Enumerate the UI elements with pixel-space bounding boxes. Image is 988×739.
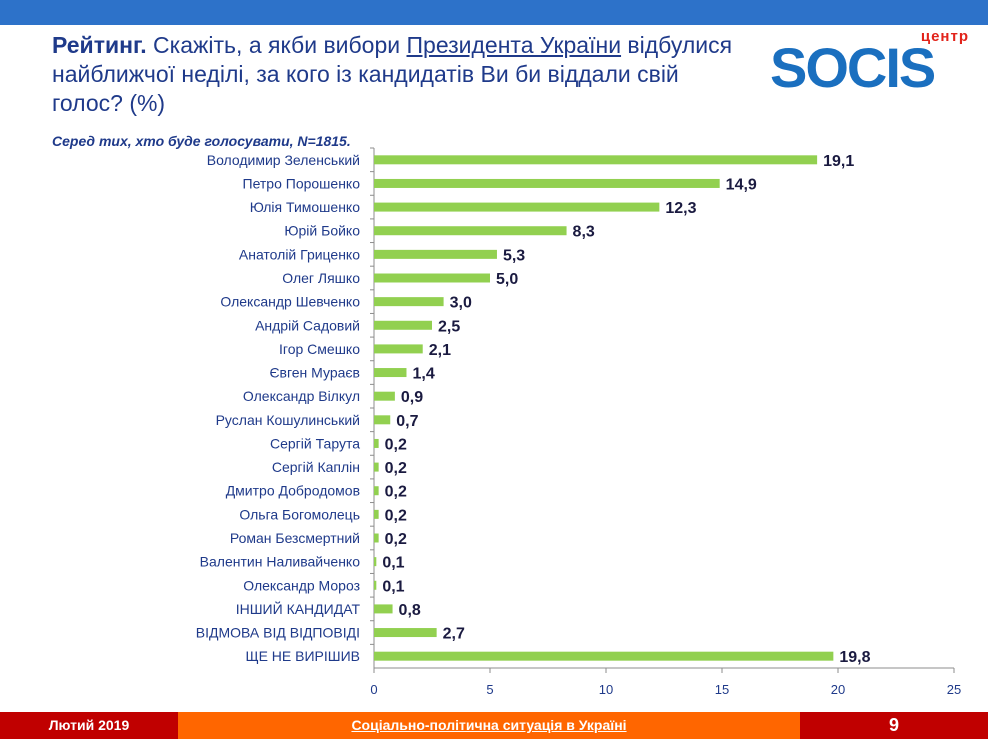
socis-logo: центр SOCIS: [770, 28, 975, 98]
value-label: 0,2: [385, 484, 407, 501]
value-label: 19,8: [839, 649, 870, 666]
value-label: 2,1: [429, 342, 451, 359]
category-label: Олег Ляшко: [282, 270, 360, 286]
category-label: Юлія Тимошенко: [250, 199, 360, 215]
value-label: 0,2: [385, 507, 407, 524]
bar: [374, 249, 497, 259]
bar: [374, 509, 379, 519]
category-label: Ігор Смешко: [279, 341, 360, 357]
chart-subtitle: Серед тих, хто буде голосувати, N=1815.: [52, 133, 351, 149]
bar: [374, 391, 395, 401]
value-label: 12,3: [665, 200, 696, 217]
value-label: 2,5: [438, 318, 460, 335]
value-label: 1,4: [412, 366, 434, 383]
category-label: Дмитро Добродомов: [226, 483, 360, 499]
value-label: 3,0: [450, 295, 472, 312]
value-label: 14,9: [726, 176, 757, 193]
category-label: Руслан Кошулинський: [216, 412, 360, 428]
bar: [374, 604, 393, 614]
value-label: 0,1: [382, 578, 404, 595]
value-label: 0,2: [385, 531, 407, 548]
x-tick-label: 10: [599, 682, 613, 697]
logo-word: SOCIS: [770, 36, 936, 99]
value-label: 0,9: [401, 389, 423, 406]
title-bold: Рейтинг.: [52, 32, 147, 58]
category-label: Євген Мураєв: [269, 365, 360, 381]
bar: [374, 320, 432, 330]
value-label: 19,1: [823, 153, 854, 170]
x-tick-label: 20: [831, 682, 845, 697]
bar: [374, 415, 391, 425]
x-tick-label: 25: [947, 682, 961, 697]
category-label: ІНШИЙ КАНДИДАТ: [236, 600, 361, 617]
value-label: 0,7: [396, 413, 418, 430]
x-tick-label: 5: [486, 682, 493, 697]
x-tick-label: 0: [370, 682, 377, 697]
category-label: Сергій Каплін: [272, 459, 360, 475]
category-label: Олександр Шевченко: [220, 294, 360, 310]
title-part-1: Скажіть, а якби вибори: [146, 32, 407, 58]
bar: [374, 344, 423, 354]
category-label: Анатолій Гриценко: [239, 246, 360, 262]
logo-small-text: центр: [920, 28, 969, 45]
value-label: 8,3: [573, 224, 595, 241]
category-label: Андрій Садовий: [255, 317, 360, 333]
footer: Лютий 2019 Соціально-політична ситуація …: [0, 712, 988, 739]
category-label: Ольга Богомолець: [239, 506, 360, 522]
bar: [374, 580, 377, 590]
category-label: Петро Порошенко: [243, 175, 361, 191]
top-accent-bar: [0, 0, 988, 25]
bar-chart: 0 5 10 15 20 25 Володимир Зеленський 19,1 Петро …: [196, 147, 961, 697]
footer-date: Лютий 2019: [0, 712, 178, 739]
bar: [374, 368, 407, 378]
category-label: Володимир Зеленський: [207, 152, 360, 168]
value-label: 5,0: [496, 271, 518, 288]
value-label: 0,1: [382, 555, 404, 572]
bar: [374, 297, 444, 307]
page-number: 9: [800, 712, 988, 739]
value-label: 0,2: [385, 436, 407, 453]
footer-title-link[interactable]: Соціально-політична ситуація в Україні: [178, 712, 800, 739]
bar: [374, 202, 660, 212]
slide-title: Рейтинг. Скажіть, а якби вибори Президен…: [52, 31, 752, 118]
bar: [374, 628, 437, 638]
category-label: Олександр Мороз: [243, 577, 360, 593]
bar: [374, 155, 818, 165]
bar: [374, 178, 720, 188]
category-label: Юрій Бойко: [284, 223, 360, 239]
bar: [374, 533, 379, 543]
bar: [374, 438, 379, 448]
category-label: ВІДМОВА ВІД ВІДПОВІДІ: [196, 625, 360, 641]
category-label: Валентин Наливайченко: [200, 554, 361, 570]
category-label: Роман Безсмертний: [230, 530, 360, 546]
bar: [374, 462, 379, 472]
category-label: Сергій Тарута: [270, 435, 360, 451]
bar: [374, 557, 377, 567]
title-part-2: відбулися найближчої неділі, за кого із …: [52, 32, 733, 116]
value-label: 0,2: [385, 460, 407, 477]
bar: [374, 486, 379, 496]
value-label: 2,7: [443, 626, 465, 643]
bar: [374, 273, 490, 283]
title-underlined: Президента України: [406, 32, 622, 58]
category-label: ЩЕ НЕ ВИРІШИВ: [245, 648, 360, 664]
bar: [374, 651, 834, 661]
value-label: 5,3: [503, 247, 525, 264]
x-tick-label: 15: [715, 682, 729, 697]
bar: [374, 226, 567, 236]
value-label: 0,8: [399, 602, 421, 619]
category-label: Олександр Вілкул: [243, 388, 360, 404]
